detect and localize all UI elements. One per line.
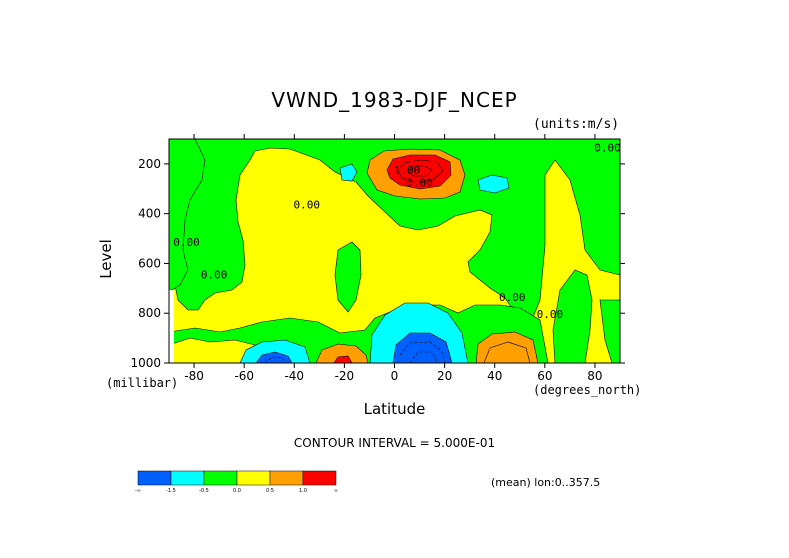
green-region-right-edge — [599, 299, 620, 363]
colorbar-label: -∞ — [135, 488, 141, 494]
chart-title: VWND_1983-DJF_NCEP — [271, 88, 518, 112]
x-tick-label: 20 — [437, 369, 452, 383]
orange-region-bottom-right — [475, 331, 539, 363]
x-tick-label: -20 — [335, 369, 355, 383]
y-tick-label: 400 — [138, 207, 161, 221]
cyan-blob-top-right — [477, 174, 510, 194]
x-tick-label: 80 — [587, 369, 602, 383]
contour-label: 0.00 — [173, 236, 200, 249]
contour-fill — [169, 139, 620, 363]
y-axis-units: (millibar) — [106, 376, 179, 390]
colorbar-label: 1.0 — [299, 488, 307, 494]
y-tick-label: 1000 — [130, 356, 161, 370]
contour-label: 0.00 — [201, 268, 228, 281]
colorbar-swatch — [203, 470, 238, 486]
contour-label: 0.00 — [406, 176, 433, 189]
cyan-region-bottom-left — [239, 339, 311, 363]
x-tick-label: -60 — [234, 369, 254, 383]
colorbar-swatch — [302, 470, 337, 486]
blue-region-bottom — [392, 332, 453, 363]
contour-label: 0.00 — [294, 199, 321, 212]
green-blob-mid — [334, 241, 362, 313]
y-ticks: 200 400 600 800 1000 — [130, 157, 625, 370]
colorbar-swatch — [170, 470, 205, 486]
contour-labels: 1.000.000.000.000.000.000.000.00 — [173, 141, 620, 321]
y-tick-label: 600 — [138, 256, 161, 270]
blue-region-bottom-left — [255, 351, 293, 363]
colorbar-label: ∞ — [334, 488, 338, 494]
x-axis-label: Latitude — [363, 400, 426, 418]
cyan-blob-top-mid — [339, 163, 358, 182]
units-label: (units:m/s) — [533, 117, 620, 132]
x-axis-units: (degrees_north) — [533, 383, 642, 397]
mean-longitude-text: (mean) lon:0..357.5 — [491, 476, 601, 489]
x-tick-label: -80 — [184, 369, 204, 383]
x-tick-label: -40 — [284, 369, 304, 383]
contour-label: 0.00 — [594, 141, 621, 154]
colorbar-label: 0.5 — [266, 488, 274, 494]
colorbar-swatch — [236, 470, 271, 486]
y-axis-label: Level — [96, 239, 115, 279]
colorbar-label: -1.5 — [166, 488, 176, 494]
colorbar-swatch — [269, 470, 304, 486]
contour-label: 0.00 — [499, 291, 526, 304]
missing-data-region — [169, 290, 174, 363]
contour-interval-text: CONTOUR INTERVAL = 5.000E-01 — [293, 436, 496, 450]
colorbar-swatch — [137, 470, 172, 486]
x-tick-label: 60 — [537, 369, 552, 383]
x-ticks: -80 -60 -40 -20 0 20 40 60 80 — [184, 134, 603, 383]
red-core-bottom-mid — [333, 355, 353, 363]
y-tick-label: 800 — [138, 306, 161, 320]
y-tick-label: 200 — [138, 157, 161, 171]
contour-label: 1.00 — [394, 164, 421, 177]
contour-label: 0.00 — [537, 308, 564, 321]
orange-region-bottom-mid — [315, 343, 369, 363]
x-tick-label: 40 — [487, 369, 502, 383]
x-tick-label: 0 — [391, 369, 399, 383]
green-region-right — [552, 269, 593, 363]
colorbar: -∞ -1.5 -0.5 0.0 0.5 1.0 ∞ — [135, 470, 338, 494]
colorbar-label: -0.5 — [199, 488, 209, 494]
colorbar-label: 0.0 — [233, 488, 241, 494]
red-region-top — [386, 154, 452, 190]
